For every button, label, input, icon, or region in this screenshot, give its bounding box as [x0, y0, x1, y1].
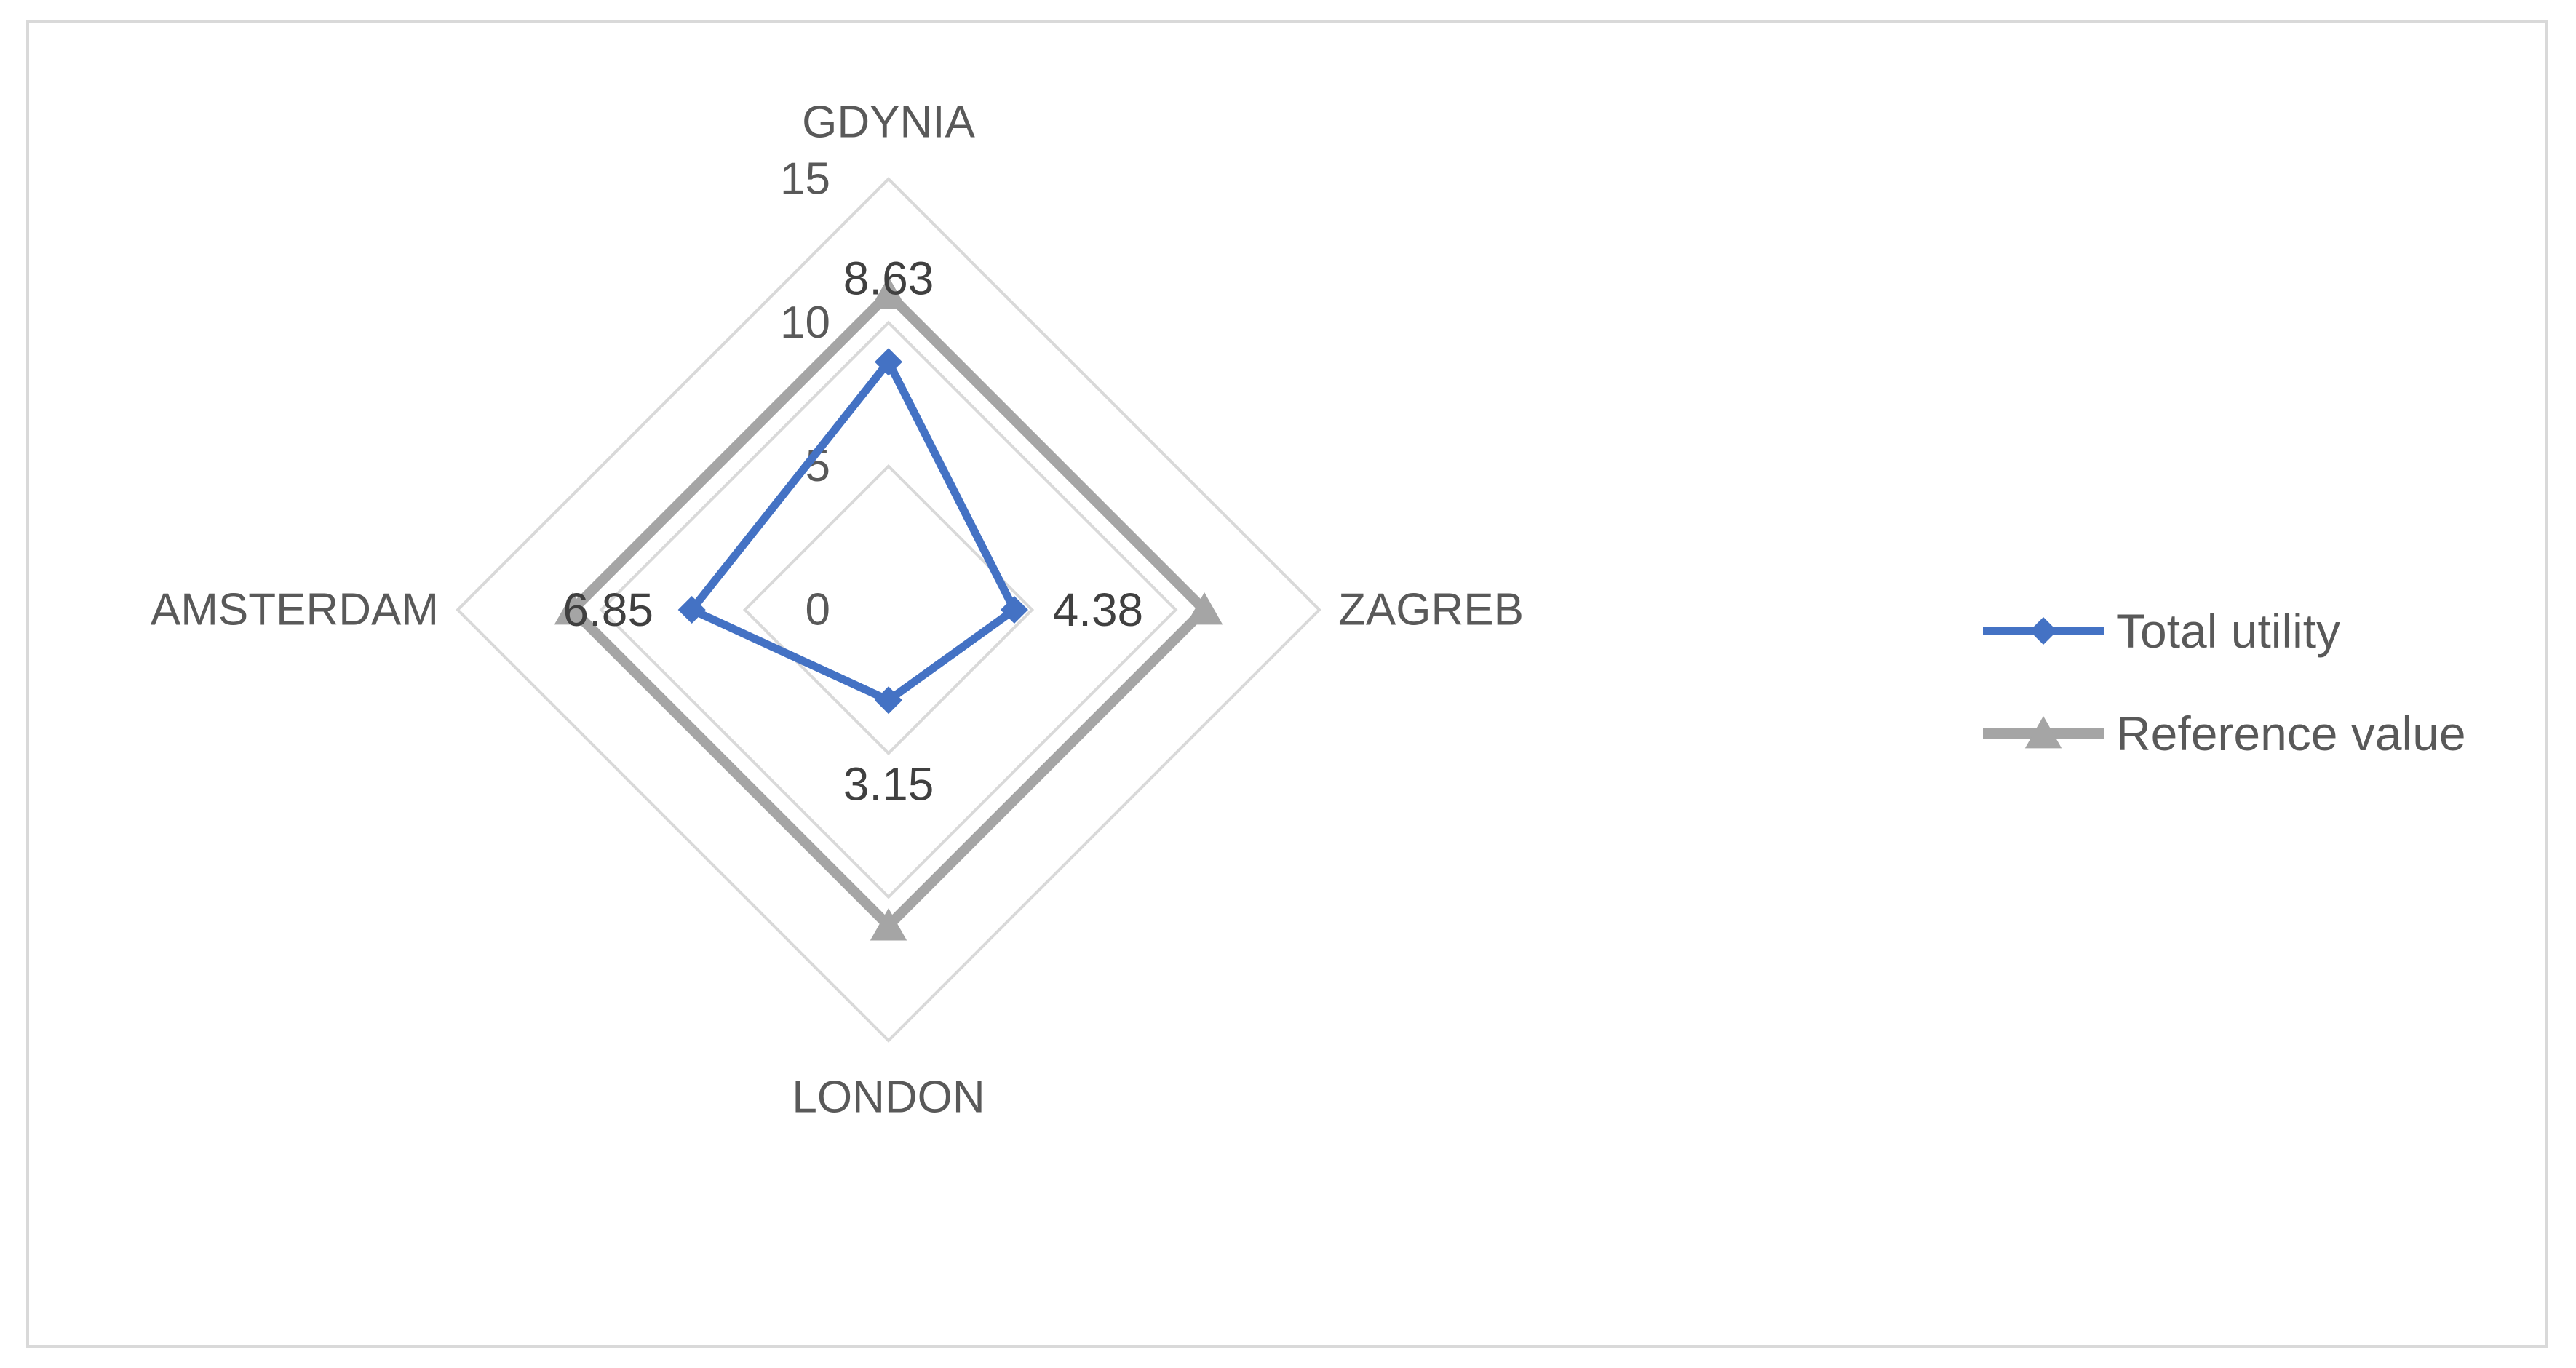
category-label-gdynia: GDYNIA — [802, 98, 975, 148]
data-label-total-utility-gdynia: 8.63 — [843, 252, 934, 304]
series-total-utility — [677, 348, 1028, 715]
legend-marker-total-utility — [2030, 617, 2057, 645]
marker-total-utility-amsterdam — [677, 596, 706, 624]
marker-reference-value-gdynia — [870, 276, 907, 309]
tick-label-0: 0 — [806, 585, 830, 635]
category-label-zagreb: ZAGREB — [1338, 585, 1524, 635]
grid-ring-5 — [742, 464, 1035, 756]
radar-grid — [456, 177, 1321, 1043]
legend-marker-reference-value — [2024, 716, 2062, 749]
marker-total-utility-gdynia — [875, 348, 902, 376]
category-labels: GDYNIA ZAGREB LONDON AMSTERDAM — [151, 98, 1524, 1123]
series-reference-value — [554, 276, 1223, 941]
grid-ring-10 — [599, 320, 1178, 899]
legend-label-total-utility: Total utility — [2116, 604, 2340, 658]
data-labels: 8.63 4.38 3.15 6.85 — [562, 252, 1143, 810]
grid-ring-15 — [456, 177, 1321, 1043]
data-label-total-utility-zagreb: 4.38 — [1053, 584, 1144, 636]
chart-border — [26, 20, 2548, 1348]
data-label-total-utility-london: 3.15 — [843, 757, 934, 810]
marker-reference-value-amsterdam — [554, 592, 592, 625]
series-layer — [554, 276, 1223, 941]
legend-entry-reference-value: Reference value — [1983, 707, 2466, 760]
category-label-amsterdam: AMSTERDAM — [151, 585, 439, 635]
marker-reference-value-zagreb — [1185, 592, 1223, 625]
category-label-london: LONDON — [792, 1073, 985, 1123]
marker-total-utility-london — [875, 686, 902, 715]
tick-label-10: 10 — [780, 298, 830, 348]
data-label-total-utility-amsterdam: 6.85 — [562, 584, 653, 636]
legend-entry-total-utility: Total utility — [1983, 604, 2340, 658]
legend-label-reference-value: Reference value — [2116, 707, 2466, 760]
legend: Total utility Reference value — [1983, 604, 2466, 760]
marker-total-utility-zagreb — [1000, 596, 1028, 624]
tick-label-15: 15 — [780, 154, 830, 204]
marker-reference-value-london — [870, 908, 907, 941]
